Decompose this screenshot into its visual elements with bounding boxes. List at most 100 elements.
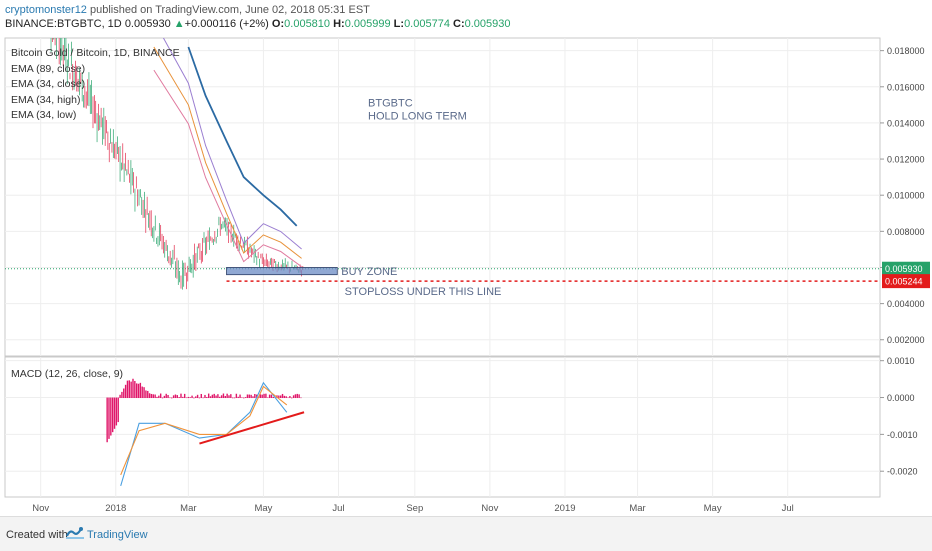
stop-price-badge [882, 274, 930, 289]
histogram-bar [150, 393, 153, 399]
legend-title: Bitcoin Gold / Bitcoin, 1D, BINANCE [11, 47, 180, 59]
histogram-bar [268, 394, 271, 399]
x-tick-label: May [254, 503, 272, 514]
legend-ema89: EMA (89, close) [11, 62, 86, 75]
histogram-bar [248, 394, 250, 399]
symbol-label: BINANCE:BTGBTC, 1D [5, 18, 122, 30]
price-tick-label: 0.008000 [887, 227, 925, 237]
histogram-bar [158, 395, 160, 399]
histogram-bar [281, 393, 284, 399]
histogram-bar [207, 393, 210, 399]
macd-line [120, 381, 288, 487]
macd-histogram [106, 378, 302, 443]
histogram-bar [226, 393, 228, 399]
histogram-bar [202, 397, 204, 399]
histogram-bar [169, 397, 171, 399]
histogram-bar [196, 394, 199, 399]
histogram-bar [167, 394, 169, 399]
histogram-bar [108, 397, 110, 439]
histogram-bar [254, 394, 256, 399]
histogram-bar [250, 394, 252, 399]
histogram-bar [187, 396, 190, 399]
macd-trend-line [199, 411, 305, 445]
tradingview-logo-icon[interactable] [65, 526, 84, 545]
histogram-bar [243, 397, 245, 399]
histogram-bar [263, 393, 265, 399]
histogram-bar [152, 394, 154, 399]
histogram-bar [139, 382, 142, 399]
histogram-bar [180, 393, 182, 399]
open-value: 0.005810 [284, 18, 331, 30]
histogram-bar [137, 383, 140, 399]
histogram-bar [291, 397, 293, 399]
histogram-bar [235, 393, 238, 399]
macd-pane-frame [4, 356, 881, 498]
tradingview-link[interactable]: TradingView [87, 529, 148, 541]
histogram-bar [189, 397, 191, 399]
histogram-bar [134, 380, 136, 399]
histogram-bar [154, 394, 156, 399]
histogram-bar [252, 396, 254, 399]
histogram-bar [228, 395, 230, 399]
histogram-bar [191, 395, 193, 399]
histogram-bar [215, 395, 217, 399]
price-tick-label: 0.012000 [887, 155, 925, 165]
histogram-bar [110, 397, 112, 436]
open-label: O: [271, 18, 285, 30]
stoploss-label: STOPLOSS UNDER THIS LINE [345, 286, 502, 298]
legend-ema34-low: EMA (34, low) [11, 109, 77, 121]
x-tick-label: Sep [406, 503, 423, 514]
histogram-bar [294, 394, 297, 399]
histogram-bar [183, 393, 186, 399]
price-tick-label: 0.016000 [887, 82, 925, 92]
histogram-bar [239, 394, 241, 399]
histogram-bar [233, 397, 236, 399]
macd-tick-label: 0.0000 [887, 393, 915, 403]
author-link[interactable]: cryptomonster12 [5, 4, 87, 16]
annotation-title-1: BTGBTC [368, 98, 413, 110]
histogram-bar [161, 397, 164, 399]
current-price-badge [882, 261, 930, 276]
histogram-bar [289, 396, 291, 399]
histogram-bar [237, 396, 239, 399]
x-tick-label: Nov [32, 503, 49, 514]
price-legend: Bitcoin Gold / Bitcoin, 1D, BINANCE EMA … [11, 46, 180, 124]
up-arrow-icon: ▲ [173, 18, 185, 30]
chart-canvas[interactable]: Nov 2018 Mar May Jul Sep Nov 2019 Mar May Jul 0.018… [0, 0, 932, 515]
footer: Created with TradingView [0, 516, 932, 551]
x-tick-label: Mar [629, 503, 645, 514]
low-value: 0.005774 [404, 18, 450, 30]
price-tick-label: 0.010000 [887, 191, 925, 201]
current-price-badge-text: 0.005930 [885, 264, 923, 274]
histogram-bar [111, 397, 114, 433]
histogram-bar [174, 394, 177, 399]
histogram-bar [206, 396, 208, 399]
histogram-bar [172, 395, 175, 399]
histogram-bar [126, 380, 129, 399]
histogram-bar [115, 397, 118, 426]
histogram-bar [270, 394, 273, 399]
histogram-bar [185, 397, 188, 399]
ema34-close-line [153, 46, 302, 259]
histogram-bar [182, 396, 184, 399]
histogram-bar [132, 378, 134, 399]
histogram-bar [176, 395, 178, 399]
price-pane-frame [4, 37, 881, 357]
histogram-bar [123, 388, 125, 399]
histogram-bar [287, 397, 289, 399]
histogram-bar [283, 395, 286, 399]
histogram-bar [265, 393, 267, 399]
x-tick-label: Mar [180, 503, 196, 514]
histogram-bar [220, 395, 223, 399]
stop-price-badge-text: 0.005244 [885, 277, 923, 287]
x-tick-label: Jul [332, 503, 344, 514]
macd-legend: MACD (12, 26, close, 9) [11, 368, 124, 380]
low-label: L: [393, 18, 405, 30]
macd-tick-label: 0.0010 [887, 356, 915, 366]
histogram-bar [267, 397, 269, 399]
histogram-bar [300, 397, 302, 399]
histogram-bar [143, 387, 145, 399]
high-label: H: [333, 18, 345, 30]
histogram-bar [298, 394, 300, 399]
histogram-bar [163, 395, 166, 399]
